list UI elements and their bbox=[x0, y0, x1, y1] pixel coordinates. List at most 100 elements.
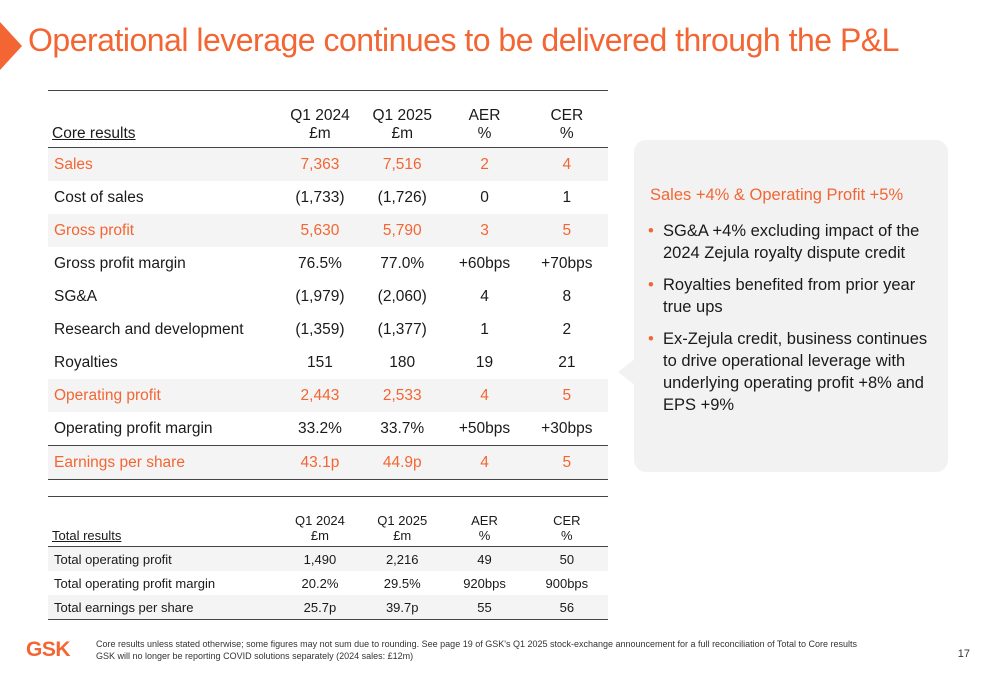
cell-aer: 4 bbox=[443, 445, 526, 480]
callout-bullet: • SG&A +4% excluding impact of the 2024 Z… bbox=[648, 222, 920, 262]
cell-cer: 5 bbox=[525, 445, 608, 480]
total-header-q1-2025: Q1 2025 £m bbox=[361, 496, 444, 547]
svg-text:GSK: GSK bbox=[26, 638, 70, 660]
cell-aer: 1 bbox=[480, 320, 489, 338]
row-label: Total operating profit bbox=[48, 546, 279, 571]
core-row-sales: Sales 7,363 7,516 2 4 bbox=[48, 147, 608, 181]
cell-q1-2025: 7,516 bbox=[361, 147, 444, 181]
cell-cer: 5 bbox=[525, 379, 608, 412]
row-label: Royalties bbox=[54, 353, 118, 371]
cell-q1-2025: (2,060) bbox=[377, 287, 427, 305]
cell-q1-2025: (1,726) bbox=[377, 188, 427, 206]
total-row-earnings-per-share: Total earnings per share 25.7p 39.7p 55 … bbox=[48, 595, 608, 620]
cell-q1-2025: 180 bbox=[389, 353, 416, 371]
cell-q1-2024: 43.1p bbox=[278, 445, 362, 480]
callout-bullet: • Royalties benefited from prior year tru… bbox=[648, 276, 916, 316]
core-header-label: Core results bbox=[48, 90, 279, 148]
bullet-dot-icon: • bbox=[648, 222, 654, 240]
core-row-gross-profit-margin: Gross profit margin 76.5% 77.0% +60bps +… bbox=[48, 247, 608, 280]
cell-q1-2025: (1,377) bbox=[377, 320, 427, 338]
page-number: 17 bbox=[957, 648, 970, 660]
core-header-row: Core results Q1 2024 £m Q1 2025 £m AER% CE… bbox=[48, 90, 608, 148]
core-header-q1-2024: Q1 2024 £m bbox=[278, 90, 362, 148]
cell-q1-2025: 5,790 bbox=[361, 214, 444, 247]
cell-q1-2025: 33.7% bbox=[380, 419, 425, 437]
total-results-table: Total results Q1 2024 £m Q1 2025 £m AER% C… bbox=[48, 496, 608, 620]
callout-heading: Sales +4% & Operating Profit +5% bbox=[650, 186, 904, 204]
cell-cer: 8 bbox=[562, 287, 572, 305]
cell-q1-2024: 2,443 bbox=[278, 379, 362, 412]
footnote-line: Core results unless stated otherwise; so… bbox=[96, 639, 857, 649]
cell-aer: 19 bbox=[475, 353, 494, 371]
cell-q1-2024: 76.5% bbox=[297, 254, 342, 272]
gsk-logo: GSK bbox=[26, 638, 71, 660]
row-label: Total operating profit margin bbox=[54, 575, 216, 591]
total-header-cer: CER% bbox=[525, 496, 608, 547]
cell-q1-2025: 44.9p bbox=[361, 445, 444, 480]
callout-bullet: • Ex-Zejula credit, business continues to… bbox=[648, 330, 928, 414]
cell-aer: 4 bbox=[480, 287, 489, 305]
core-header-aer: AER% bbox=[443, 90, 526, 148]
cell-aer: 920bps bbox=[463, 575, 506, 591]
cell-cer: 56 bbox=[525, 595, 608, 620]
cell-aer: 0 bbox=[480, 188, 489, 206]
cell-cer: 4 bbox=[525, 147, 608, 181]
cell-q1-2024: 20.2% bbox=[301, 575, 339, 591]
total-row-operating-profit-margin: Total operating profit margin 20.2% 29.5… bbox=[48, 571, 608, 595]
total-header-row: Total results Q1 2024 £m Q1 2025 £m AER% C… bbox=[48, 496, 608, 547]
core-row-operating-profit: Operating profit 2,443 2,533 4 5 bbox=[48, 379, 608, 412]
cell-cer: 1 bbox=[562, 188, 572, 206]
cell-q1-2024: (1,359) bbox=[295, 320, 345, 338]
cell-q1-2024: 33.2% bbox=[297, 419, 342, 437]
title-accent-chevron bbox=[0, 22, 22, 70]
cell-aer: +60bps bbox=[458, 254, 511, 272]
core-row-research-and-development: Research and development (1,359) (1,377)… bbox=[48, 313, 608, 346]
cell-q1-2024: 7,363 bbox=[278, 147, 362, 181]
row-label: Cost of sales bbox=[54, 188, 144, 206]
cell-q1-2025: 29.5% bbox=[383, 575, 421, 591]
cell-q1-2024: 151 bbox=[307, 353, 333, 371]
callout-pointer bbox=[618, 358, 636, 386]
cell-cer: 900bps bbox=[545, 575, 589, 591]
cell-q1-2024: (1,733) bbox=[295, 188, 345, 206]
cell-q1-2024: 5,630 bbox=[278, 214, 362, 247]
total-header-q1-2024: Q1 2024 £m bbox=[278, 496, 362, 547]
total-header-aer: AER% bbox=[443, 496, 526, 547]
row-label: SG&A bbox=[54, 287, 98, 305]
cell-cer: 5 bbox=[525, 214, 608, 247]
row-label: Research and development bbox=[54, 320, 244, 338]
row-label: Total earnings per share bbox=[48, 595, 279, 620]
cell-cer: 21 bbox=[558, 353, 576, 371]
cell-q1-2025: 2,216 bbox=[361, 546, 444, 571]
footnote: Core results unless stated otherwise; so… bbox=[96, 638, 857, 662]
row-label: Gross profit bbox=[48, 214, 279, 247]
summary-callout: Sales +4% & Operating Profit +5% • SG&A +… bbox=[634, 140, 948, 472]
cell-aer: 4 bbox=[443, 379, 526, 412]
row-label: Gross profit margin bbox=[54, 254, 186, 272]
row-label: Sales bbox=[48, 147, 279, 181]
page-title: Operational leverage continues to be del… bbox=[28, 22, 899, 58]
cell-cer: 50 bbox=[525, 546, 608, 571]
row-label: Earnings per share bbox=[48, 445, 279, 480]
cell-aer: +50bps bbox=[458, 419, 511, 437]
cell-q1-2024: 1,490 bbox=[278, 546, 362, 571]
cell-aer: 49 bbox=[443, 546, 526, 571]
core-header-cer: CER% bbox=[525, 90, 608, 148]
cell-cer: +70bps bbox=[541, 254, 593, 272]
cell-cer: +30bps bbox=[541, 419, 593, 437]
cell-aer: 2 bbox=[443, 147, 526, 181]
cell-q1-2025: 2,533 bbox=[361, 379, 444, 412]
cell-aer: 3 bbox=[443, 214, 526, 247]
cell-aer: 55 bbox=[443, 595, 526, 620]
core-header-q1-2025: Q1 2025 £m bbox=[361, 90, 444, 148]
core-row-sga: SG&A (1,979) (2,060) 4 8 bbox=[48, 280, 608, 313]
row-label: Operating profit margin bbox=[54, 419, 213, 437]
cell-cer: 2 bbox=[562, 320, 572, 338]
core-row-earnings-per-share: Earnings per share 43.1p 44.9p 4 5 bbox=[48, 445, 608, 480]
cell-q1-2025: 39.7p bbox=[361, 595, 444, 620]
callout-bullet-list: • SG&A +4% excluding impact of the 2024 Z… bbox=[648, 220, 940, 426]
core-row-royalties: Royalties 151 180 19 21 bbox=[48, 346, 608, 379]
cell-q1-2025: 77.0% bbox=[380, 254, 425, 272]
cell-q1-2024: 25.7p bbox=[278, 595, 362, 620]
bullet-dot-icon: • bbox=[648, 276, 654, 294]
